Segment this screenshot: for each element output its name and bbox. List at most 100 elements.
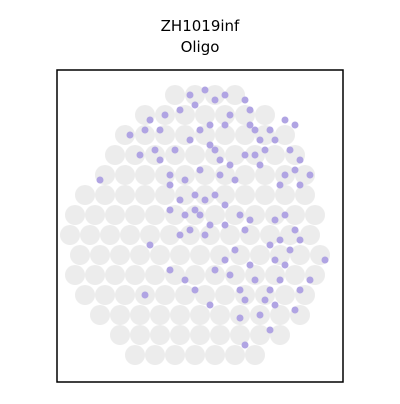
spot xyxy=(210,305,230,325)
spot xyxy=(170,245,190,265)
spot xyxy=(125,205,145,225)
spot xyxy=(65,205,85,225)
spot xyxy=(211,146,219,154)
spot xyxy=(155,285,175,305)
spot xyxy=(166,266,174,274)
spot xyxy=(286,246,294,254)
spot xyxy=(146,241,154,249)
spot xyxy=(266,241,274,249)
spot xyxy=(65,265,85,285)
spot xyxy=(176,106,184,114)
spot xyxy=(191,206,199,214)
spot xyxy=(201,231,209,239)
spot xyxy=(225,345,245,365)
spot xyxy=(266,286,274,294)
spot xyxy=(191,101,199,109)
spot xyxy=(160,225,180,245)
spot xyxy=(175,165,195,185)
spot xyxy=(275,185,295,205)
spot xyxy=(216,171,224,179)
spot xyxy=(115,125,135,145)
spot xyxy=(256,311,264,319)
spot xyxy=(211,266,219,274)
spot xyxy=(235,185,255,205)
spot xyxy=(275,285,295,305)
spot xyxy=(166,206,174,214)
spot xyxy=(135,165,155,185)
spot xyxy=(206,301,214,309)
spot xyxy=(206,141,214,149)
spot xyxy=(130,325,150,345)
spot xyxy=(246,216,254,224)
spot xyxy=(125,345,145,365)
spot xyxy=(236,314,244,322)
spot xyxy=(296,236,304,244)
spot xyxy=(215,105,235,125)
spot xyxy=(205,205,225,225)
spot xyxy=(215,185,235,205)
spot xyxy=(136,151,144,159)
spot xyxy=(166,171,174,179)
spot xyxy=(255,165,275,185)
spot xyxy=(281,211,289,219)
spot xyxy=(250,245,270,265)
chart-title: ZH1019inf xyxy=(161,17,240,35)
spot xyxy=(186,136,194,144)
spot xyxy=(221,121,229,129)
spot xyxy=(150,325,170,345)
spot xyxy=(145,205,165,225)
spot xyxy=(125,145,145,165)
spot xyxy=(95,185,115,205)
spot xyxy=(285,265,305,285)
spot xyxy=(251,151,259,159)
spot xyxy=(275,125,295,145)
spot xyxy=(195,185,215,205)
spot xyxy=(70,245,90,265)
spot xyxy=(211,191,219,199)
spot xyxy=(266,126,274,134)
spot xyxy=(206,221,214,229)
spot xyxy=(75,285,95,305)
spot xyxy=(175,285,195,305)
spot xyxy=(225,205,245,225)
spot xyxy=(215,125,235,145)
spot xyxy=(115,285,135,305)
spot xyxy=(105,265,125,285)
spot xyxy=(176,196,184,204)
spot xyxy=(170,305,190,325)
spot xyxy=(241,341,249,349)
spot xyxy=(260,225,280,245)
spot xyxy=(296,156,304,164)
spot xyxy=(231,176,239,184)
spot xyxy=(190,325,210,345)
spot xyxy=(221,91,229,99)
spot xyxy=(300,225,320,245)
spot xyxy=(281,171,289,179)
spot xyxy=(221,221,229,229)
spot xyxy=(201,86,209,94)
spot xyxy=(155,165,175,185)
spot xyxy=(185,205,205,225)
spot xyxy=(206,121,214,129)
spot xyxy=(235,125,255,145)
spot xyxy=(141,291,149,299)
spot xyxy=(230,325,250,345)
spot xyxy=(181,176,189,184)
spot xyxy=(235,165,255,185)
spot xyxy=(255,185,275,205)
spot xyxy=(256,136,264,144)
spot xyxy=(181,211,189,219)
plot-frame xyxy=(56,69,344,383)
spot xyxy=(290,245,310,265)
spot xyxy=(105,205,125,225)
spot xyxy=(221,201,229,209)
spot xyxy=(241,296,249,304)
spot xyxy=(261,146,269,154)
spot xyxy=(60,225,80,245)
spot xyxy=(271,256,279,264)
spot xyxy=(110,305,130,325)
spot xyxy=(241,96,249,104)
spot xyxy=(205,265,225,285)
spot xyxy=(256,161,264,169)
spot xyxy=(245,345,265,365)
